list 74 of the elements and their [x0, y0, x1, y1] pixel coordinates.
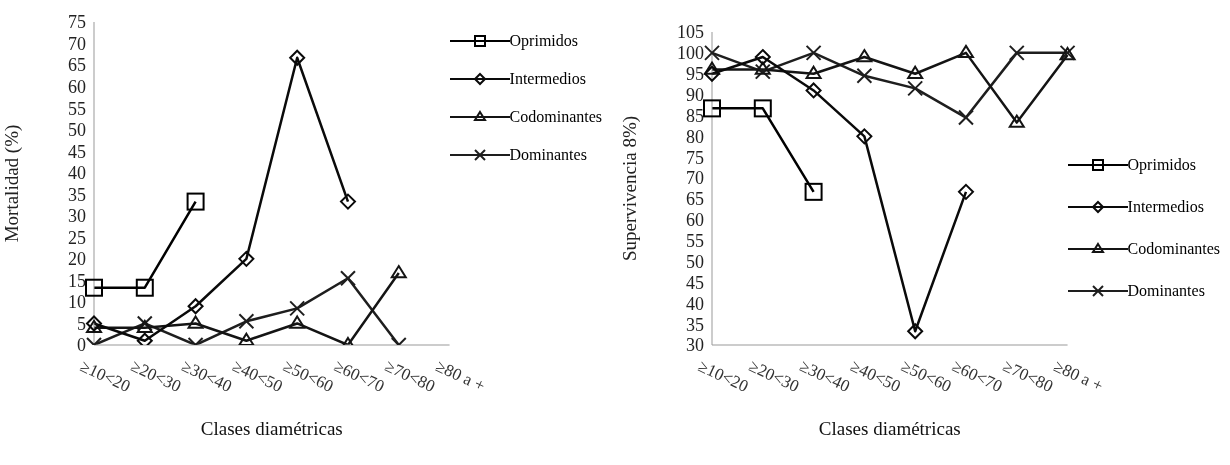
y-tick-label: 25: [68, 227, 86, 248]
legend-label: Codominantes: [509, 108, 602, 126]
y-tick-label: 40: [68, 163, 86, 184]
point: [238, 250, 255, 267]
point: [187, 298, 204, 315]
point: [957, 44, 974, 59]
point: [85, 278, 103, 297]
y-tick-label: 40: [686, 293, 704, 314]
y-tick-label: 45: [68, 141, 86, 162]
y-tick-label: 50: [686, 251, 704, 272]
legend-label: Intermedios: [1127, 197, 1204, 216]
point: [187, 315, 204, 329]
point: [135, 278, 154, 297]
legend-label: Oprimidos: [1127, 155, 1197, 174]
point: [754, 49, 771, 66]
y-tick-label: 95: [686, 64, 704, 85]
point: [703, 99, 721, 118]
y-tick-label: 15: [68, 270, 86, 291]
point: [753, 99, 772, 118]
point: [390, 265, 407, 279]
y-tick-label: 75: [686, 147, 704, 168]
point: [907, 323, 924, 340]
y-tick-label: 50: [68, 120, 86, 141]
point: [856, 128, 873, 145]
y-tick-label: 55: [686, 231, 704, 252]
point: [238, 332, 255, 345]
y-tick-label: 80: [686, 126, 704, 147]
point: [907, 65, 924, 79]
point: [1008, 114, 1025, 128]
point: [704, 61, 720, 75]
y-tick-label: 90: [686, 84, 704, 105]
point: [339, 193, 356, 210]
point: [86, 319, 102, 333]
y-axis-title: Supervivencia 8%): [619, 115, 641, 262]
point: [186, 192, 205, 211]
x-axis-title: Clases diamétricas: [200, 418, 343, 439]
y-tick-label: 70: [68, 33, 86, 54]
point: [805, 82, 822, 99]
point: [754, 61, 771, 75]
y-tick-label: 0: [77, 335, 86, 356]
y-tick-label: 60: [686, 210, 704, 231]
y-tick-label: 45: [686, 272, 704, 293]
point: [136, 332, 153, 345]
legend-label: Codominantes: [1127, 239, 1220, 258]
legend-label: Oprimidos: [509, 32, 579, 50]
y-tick-label: 5: [77, 313, 86, 334]
y-axis-title: Mortalidad (%): [1, 124, 23, 243]
y-tick-label: 55: [68, 98, 86, 119]
y-tick-label: 60: [68, 76, 86, 97]
y-tick-label: 20: [68, 249, 86, 270]
y-tick-label: 75: [68, 12, 86, 33]
y-tick-label: 35: [686, 314, 704, 335]
point: [805, 65, 822, 79]
y-tick-label: 100: [677, 43, 704, 64]
point: [957, 183, 974, 200]
point: [856, 49, 873, 63]
point: [704, 65, 720, 82]
x-axis-title: Clases diamétricas: [818, 418, 961, 439]
y-tick-label: 70: [686, 168, 704, 189]
y-tick-label: 105: [677, 22, 704, 43]
y-tick-label: 10: [68, 292, 86, 313]
y-tick-label: 85: [686, 105, 704, 126]
y-tick-label: 65: [68, 55, 86, 76]
y-tick-label: 30: [686, 335, 704, 356]
y-tick-label: 65: [686, 189, 704, 210]
point: [289, 49, 306, 66]
legend-label: Intermedios: [509, 70, 586, 88]
point: [289, 315, 306, 329]
point: [804, 182, 823, 201]
legend-label: Dominantes: [509, 146, 587, 164]
point: [136, 319, 153, 333]
legend-label: Dominantes: [1127, 281, 1205, 300]
y-tick-label: 30: [68, 206, 86, 227]
y-tick-label: 35: [68, 184, 86, 205]
